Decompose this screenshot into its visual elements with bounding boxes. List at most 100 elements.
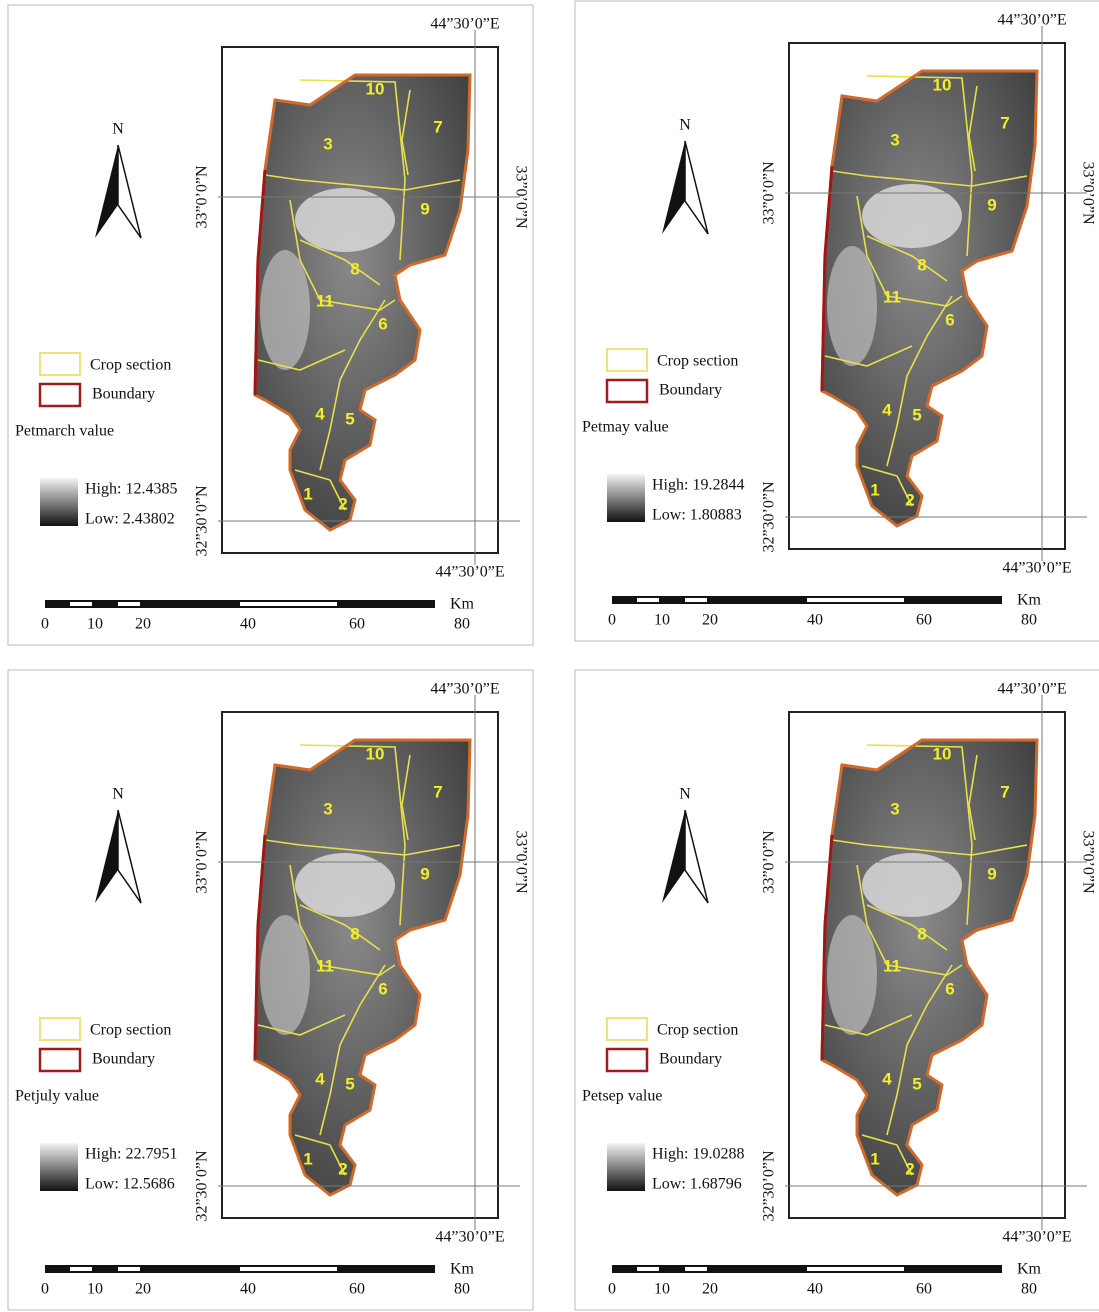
section-label: 11 [883,956,901,975]
scale-tick-label: 60 [916,612,932,629]
scale-tick-label: 80 [1021,612,1037,629]
section-label: 9 [420,864,429,883]
north-arrow [95,810,118,903]
north-label: N [112,786,124,803]
value-title: Petmarch value [15,423,114,440]
map-panel: 123456789101144”30’0”E44”30’0”E33”0’0”N3… [8,5,533,645]
bright-area [260,250,310,370]
lon-label: 44”30’0”E [430,681,499,698]
section-label: 9 [987,195,996,214]
section-label: 7 [1000,113,1009,132]
section-label: 8 [350,924,359,943]
scale-unit: Km [450,596,475,613]
map-panel: 123456789101144”30’0”E44”30’0”E33”0’0”N3… [8,670,533,1310]
section-label: 5 [345,409,354,428]
scale-tick-label: 60 [349,1281,365,1298]
section-label: 6 [378,314,387,333]
scale-unit: Km [450,1261,475,1278]
lat-label: 33”0’0”N [512,165,529,229]
section-label: 10 [933,75,952,94]
section-label: 6 [378,979,387,998]
scale-tick-label: 10 [87,1281,103,1298]
scale-bar-segment [685,1267,707,1271]
scale-tick-label: 0 [608,612,616,629]
lat-label: 33”0’0”N [1079,830,1096,894]
section-label: 7 [433,117,442,136]
scale-tick-label: 20 [135,616,151,633]
bright-area [827,915,877,1035]
scale-bar-segment [240,1267,337,1271]
lon-label: 44”30’0”E [997,681,1066,698]
section-label: 4 [315,1069,325,1088]
section-label: 10 [366,744,385,763]
scale-tick-label: 0 [41,1281,49,1298]
section-label: 8 [350,259,359,278]
scale-bar-segment [70,602,92,606]
section-label: 5 [345,1074,354,1093]
scale-bar-segment [807,598,904,602]
value-title: Petjuly value [15,1088,99,1105]
section-label: 3 [890,799,899,818]
section-label: 2 [905,490,914,509]
scale-tick-label: 60 [916,1281,932,1298]
lon-label: 44”30’0”E [435,564,504,581]
scale-bar-segment [637,598,659,602]
section-label: 2 [905,1159,914,1178]
lon-label: 44”30’0”E [430,16,499,33]
bright-area [862,853,962,917]
legend-label: Boundary [92,1051,155,1068]
lat-label: 32”30’0”N [761,1150,778,1222]
scale-bar-segment [637,1267,659,1271]
value-ramp [40,1143,78,1191]
legend-label: Boundary [659,1051,722,1068]
bright-area [260,915,310,1035]
north-label: N [112,121,124,138]
scale-bar-segment [240,602,337,606]
section-label: 11 [316,291,334,310]
section-label: 1 [303,484,312,503]
scale-bar-segment [118,602,140,606]
section-label: 5 [912,1074,921,1093]
scale-unit: Km [1017,592,1042,609]
legend-label: Crop section [90,357,171,374]
scale-tick-label: 0 [608,1281,616,1298]
lat-label: 32”30’0”N [761,481,778,553]
section-label: 9 [420,199,429,218]
high-label: High: 19.2844 [652,477,744,494]
low-label: Low: 1.80883 [652,507,742,524]
lat-label: 33”0’0”N [761,161,778,225]
lat-label: 32”30’0”N [194,485,211,557]
section-label: 7 [1000,782,1009,801]
map-panel: 123456789101144”30’0”E44”30’0”E33”0’0”N3… [575,670,1099,1310]
lon-label: 44”30’0”E [997,12,1066,29]
scale-tick-label: 10 [87,616,103,633]
section-label: 6 [945,979,954,998]
north-arrow [662,141,685,234]
section-label: 3 [323,799,332,818]
scale-tick-label: 20 [702,612,718,629]
section-label: 4 [315,404,325,423]
section-label: 6 [945,310,954,329]
section-label: 2 [338,1159,347,1178]
bright-area [827,246,877,366]
scale-tick-label: 0 [41,616,49,633]
section-label: 3 [323,134,332,153]
scale-tick-label: 40 [240,1281,256,1298]
legend-swatch [40,353,80,375]
section-label: 3 [890,130,899,149]
scale-tick-label: 80 [454,1281,470,1298]
lat-label: 33”0’0”N [194,830,211,894]
value-ramp [607,1143,645,1191]
legend-swatch [40,1018,80,1040]
low-label: Low: 2.43802 [85,511,175,528]
north-label: N [679,117,691,134]
low-label: Low: 12.5686 [85,1176,175,1193]
legend-swatch [607,1018,647,1040]
section-label: 9 [987,864,996,883]
lat-label: 32”30’0”N [194,1150,211,1222]
section-label: 7 [433,782,442,801]
section-label: 11 [316,956,334,975]
section-label: 1 [303,1149,312,1168]
legend-label: Boundary [659,382,722,399]
scale-tick-label: 40 [807,612,823,629]
